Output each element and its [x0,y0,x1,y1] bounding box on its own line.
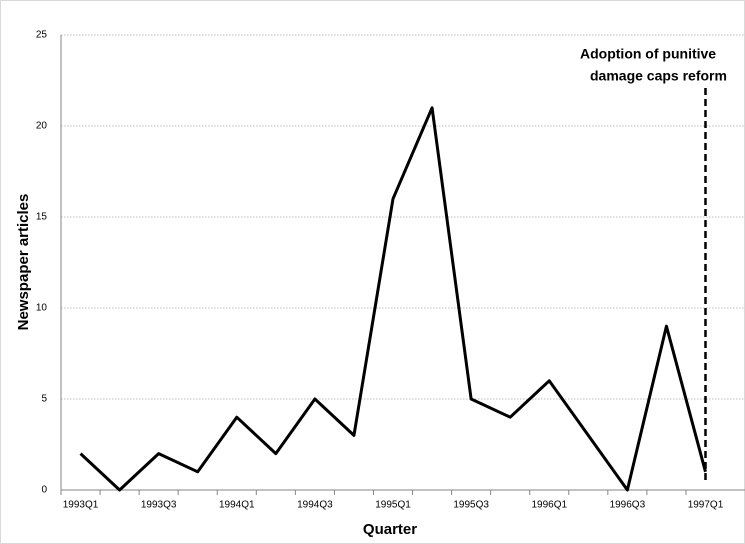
y-tick-label: 0 [41,485,47,496]
x-tick-label: 1996Q1 [531,500,567,511]
x-tick-label: 1994Q1 [219,500,255,511]
x-tick-label: 1995Q1 [375,500,411,511]
y-tick-label: 5 [41,394,47,405]
annotation: Adoption of punitive [580,46,716,62]
data-line [79,106,707,492]
y-tick-label: 10 [36,303,48,314]
y-tick-label: 20 [36,121,48,132]
annotation: damage caps reform [590,68,727,84]
x-tick-label: 1997Q1 [688,500,724,511]
x-tick-label: 1993Q3 [141,500,177,511]
x-tick-label: 1996Q3 [610,500,646,511]
x-tick-label: 1993Q1 [63,500,99,511]
x-tick-label: 1995Q3 [453,500,489,511]
x-axis-title: Quarter [363,521,417,538]
y-tick-label: 25 [36,30,48,41]
y-tick-label: 15 [36,212,48,223]
y-axis-title: Newspaper articles [15,194,32,331]
x-tick-label: 1994Q3 [297,500,333,511]
